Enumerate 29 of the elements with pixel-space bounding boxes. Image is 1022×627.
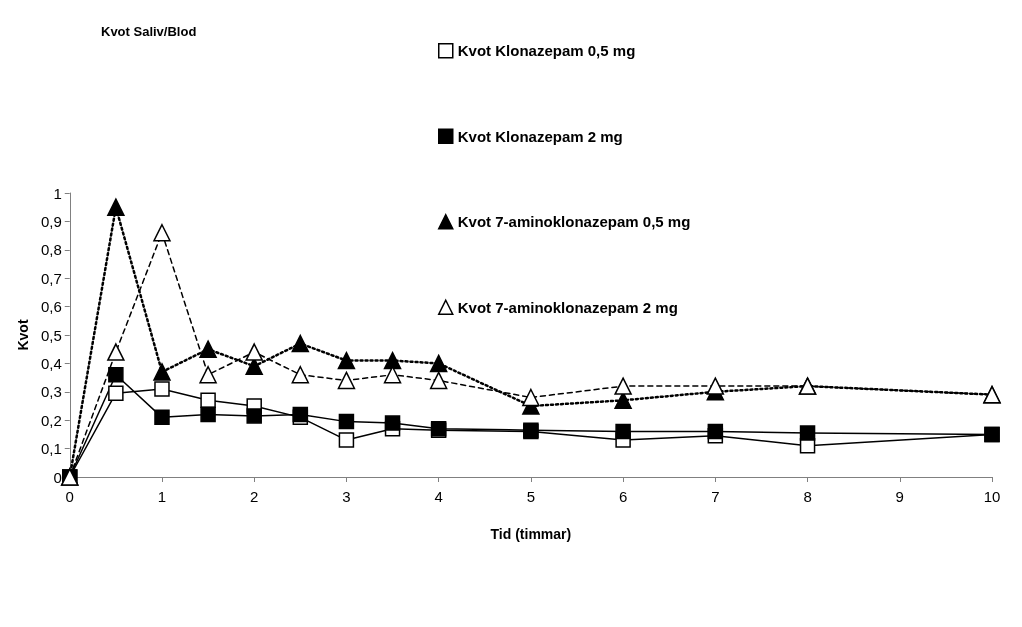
x-tick-label: 10 [983, 488, 1001, 505]
x-tick-label: 0 [65, 488, 74, 505]
y-tick-label: 0,6 [40, 298, 62, 316]
legend-label: Kvot Klonazepam 2 mg [457, 127, 623, 145]
x-tick-label: 7 [711, 488, 720, 505]
y-tick-label: 0 [53, 468, 62, 486]
y-axis-title: Kvot [15, 319, 31, 351]
x-tick-label: 3 [342, 488, 351, 505]
y-tick-label: 0,4 [40, 354, 62, 372]
y-tick-label: 0,8 [40, 241, 62, 259]
legend-label: Kvot Klonazepam 0,5 mg [457, 42, 636, 60]
x-tick-label: 9 [895, 488, 904, 505]
x-tick-label: 5 [526, 488, 536, 505]
y-tick-label: 0,9 [40, 212, 62, 230]
y-tick-label: 0,2 [40, 411, 62, 429]
legend-label: Kvot 7-aminoklonazepam 0,5 mg [457, 213, 691, 231]
x-tick-label: 2 [250, 488, 259, 505]
y-tick-label: 0,7 [40, 269, 62, 287]
y-tick-label: 1 [53, 184, 62, 202]
x-tick-label: 8 [803, 488, 812, 505]
chart-title: Kvot Saliv/Blod [101, 24, 197, 39]
x-tick-label: 4 [434, 488, 443, 505]
x-axis-title: Tid (timmar) [490, 526, 572, 542]
y-tick-label: 0,5 [40, 326, 62, 344]
x-tick-label: 6 [618, 488, 628, 505]
legend-label: Kvot 7-aminoklonazepam 2 mg [457, 298, 678, 316]
y-tick-label: 0,3 [40, 383, 62, 401]
y-tick-label: 0,1 [40, 440, 62, 458]
x-tick-label: 1 [157, 488, 167, 505]
